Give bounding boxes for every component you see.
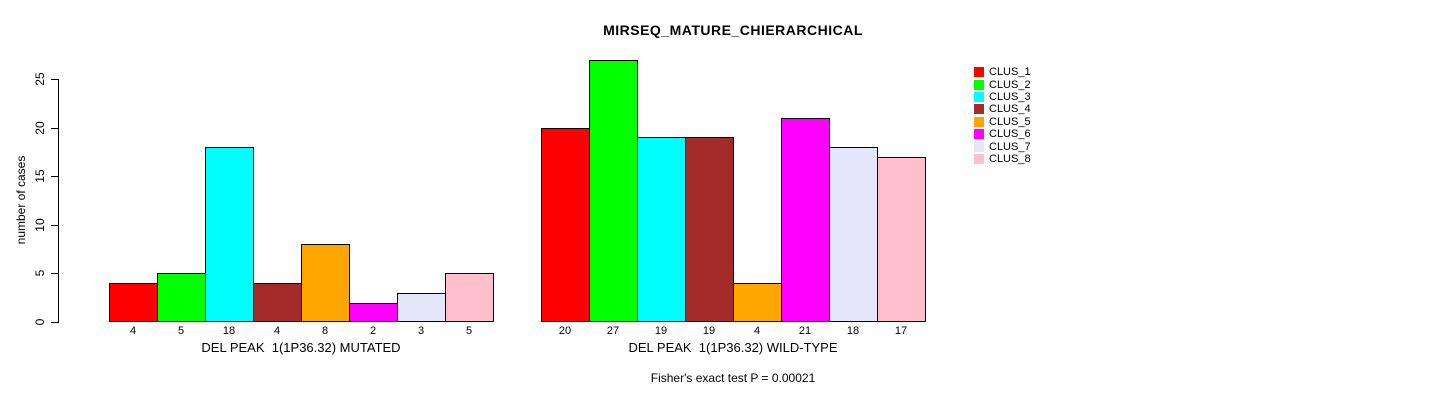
legend-item: CLUS_1 xyxy=(974,66,1031,78)
legend-swatch-icon xyxy=(974,91,984,102)
bar xyxy=(349,303,398,322)
bar xyxy=(541,128,590,322)
legend: CLUS_1 CLUS_2 CLUS_3 CLUS_4 CLUS_5 CLUS_6 CLUS… xyxy=(974,66,1031,165)
bar-value-label: 21 xyxy=(798,325,812,337)
x-group-label: DEL PEAK 1(1P36.32) MUTATED xyxy=(201,340,401,355)
y-tick-label: 5 xyxy=(33,270,47,277)
legend-item: CLUS_7 xyxy=(974,140,1031,153)
y-tick-mark xyxy=(51,224,58,226)
y-tick-label: 20 xyxy=(33,120,47,135)
legend-item-label: CLUS_5 xyxy=(989,115,1031,128)
legend-item: CLUS_6 xyxy=(974,128,1031,140)
x-group-label: DEL PEAK 1(1P36.32) WILD-TYPE xyxy=(628,340,838,355)
bar-value-label: 5 xyxy=(465,325,473,337)
legend-item-label: CLUS_8 xyxy=(989,152,1031,165)
y-tick-label: 25 xyxy=(33,72,47,86)
bar-value-label: 8 xyxy=(321,325,329,337)
y-tick-label: 0 xyxy=(33,318,47,326)
y-axis-label: number of cases xyxy=(14,155,28,245)
bar-value-label: 20 xyxy=(558,325,572,337)
bar xyxy=(109,283,158,322)
y-tick-label: 10 xyxy=(33,218,47,232)
legend-item-label: CLUS_1 xyxy=(989,66,1031,79)
legend-item: CLUS_4 xyxy=(974,103,1031,115)
bar-value-label: 19 xyxy=(654,325,668,337)
legend-item: CLUS_8 xyxy=(974,153,1031,165)
legend-item-label: CLUS_2 xyxy=(989,78,1031,91)
bar-value-label: 5 xyxy=(177,325,185,337)
legend-item-label: CLUS_4 xyxy=(989,103,1031,116)
legend-item-label: CLUS_7 xyxy=(989,140,1031,153)
bar xyxy=(781,118,830,322)
bar xyxy=(445,273,494,322)
bar-value-label: 3 xyxy=(417,325,425,337)
bar xyxy=(877,157,926,322)
legend-item-label: CLUS_3 xyxy=(989,90,1031,103)
y-tick-mark xyxy=(51,176,58,178)
bar-value-label: 27 xyxy=(606,325,620,337)
y-tick-label: 15 xyxy=(33,169,47,183)
bar-value-label: 2 xyxy=(369,325,377,337)
bar-value-label: 17 xyxy=(894,325,908,337)
bar xyxy=(157,273,206,322)
legend-swatch-icon xyxy=(974,67,984,78)
y-tick-mark xyxy=(51,322,58,323)
bar-value-label: 4 xyxy=(273,325,281,337)
chart-title: MIRSEQ_MATURE_CHIERARCHICAL xyxy=(603,22,863,38)
legend-item: CLUS_3 xyxy=(974,91,1031,103)
legend-swatch-icon xyxy=(974,79,984,90)
legend-item: CLUS_5 xyxy=(974,116,1031,128)
legend-swatch-icon xyxy=(974,116,984,127)
legend-swatch-icon xyxy=(974,129,984,140)
legend-swatch-icon xyxy=(974,104,984,115)
legend-swatch-icon xyxy=(974,141,984,152)
footer-note: Fisher's exact test P = 0.00021 xyxy=(650,371,816,385)
bar-value-label: 18 xyxy=(846,325,860,337)
bar-value-label: 18 xyxy=(222,325,236,337)
bar xyxy=(685,137,734,322)
legend-item-label: CLUS_6 xyxy=(989,128,1031,141)
bar xyxy=(829,147,878,322)
y-tick-mark xyxy=(51,79,58,80)
y-tick-mark xyxy=(51,273,58,275)
y-tick-mark xyxy=(51,127,58,129)
bar xyxy=(253,283,302,322)
bar xyxy=(301,244,350,322)
bar-value-label: 4 xyxy=(129,325,137,337)
bar-value-label: 4 xyxy=(753,325,761,337)
bar xyxy=(397,293,446,322)
legend-item: CLUS_2 xyxy=(974,78,1031,91)
bar-value-label: 19 xyxy=(702,325,716,337)
y-axis-line xyxy=(58,79,59,323)
bar xyxy=(589,60,638,322)
bar xyxy=(637,137,686,322)
legend-swatch-icon xyxy=(974,153,984,164)
bar xyxy=(205,147,254,322)
bar xyxy=(733,283,782,322)
